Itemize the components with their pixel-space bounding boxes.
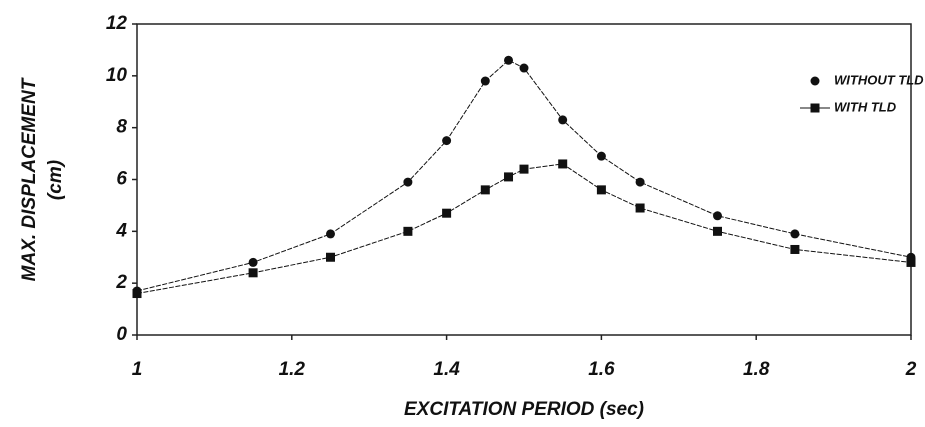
x-tick-label: 1.8 <box>743 359 770 380</box>
y-tick-label: 8 <box>116 117 127 138</box>
y-tick-label: 12 <box>106 13 128 34</box>
legend-label: WITH TLD <box>834 99 897 114</box>
data-point <box>790 244 800 254</box>
data-point <box>480 76 490 86</box>
data-point <box>596 151 606 161</box>
data-point <box>326 252 335 262</box>
data-point <box>635 177 645 187</box>
y-tick-label: 6 <box>116 169 127 190</box>
x-tick-label: 2 <box>905 359 917 380</box>
y-axis-label: (cm) <box>45 160 66 200</box>
data-point <box>442 208 452 218</box>
data-point <box>596 185 606 195</box>
data-point <box>635 203 645 213</box>
data-point <box>519 63 529 73</box>
y-tick-label: 2 <box>115 272 127 293</box>
legend-marker <box>810 76 820 86</box>
legend-marker <box>810 103 820 113</box>
data-point <box>326 229 335 239</box>
x-tick-label: 1 <box>132 359 143 380</box>
data-point <box>713 226 722 236</box>
y-tick-label: 4 <box>115 220 127 241</box>
series-line <box>136 163 912 295</box>
data-point <box>558 159 568 169</box>
data-point <box>442 136 452 146</box>
data-point <box>790 229 800 239</box>
x-axis-label: EXCITATION PERIOD (sec) <box>404 399 644 420</box>
series-line <box>136 59 912 292</box>
y-axis-label: MAX. DISPLACEMENT <box>19 77 40 281</box>
data-point <box>504 172 514 182</box>
data-point <box>248 268 258 278</box>
data-point <box>519 164 529 174</box>
data-point <box>558 115 568 125</box>
data-point <box>403 177 413 187</box>
y-tick-label: 10 <box>106 65 128 86</box>
data-point <box>906 257 916 267</box>
x-tick-label: 1.4 <box>433 359 460 380</box>
data-point <box>132 289 142 299</box>
y-tick-label: 0 <box>116 324 127 345</box>
x-tick-label: 1.6 <box>588 359 615 380</box>
data-point <box>248 257 258 267</box>
legend-label: WITHOUT TLD <box>834 72 924 87</box>
x-tick-label: 1.2 <box>279 359 306 380</box>
data-point <box>403 226 413 236</box>
data-point <box>480 185 490 195</box>
data-point <box>713 211 722 221</box>
data-point <box>504 55 514 65</box>
